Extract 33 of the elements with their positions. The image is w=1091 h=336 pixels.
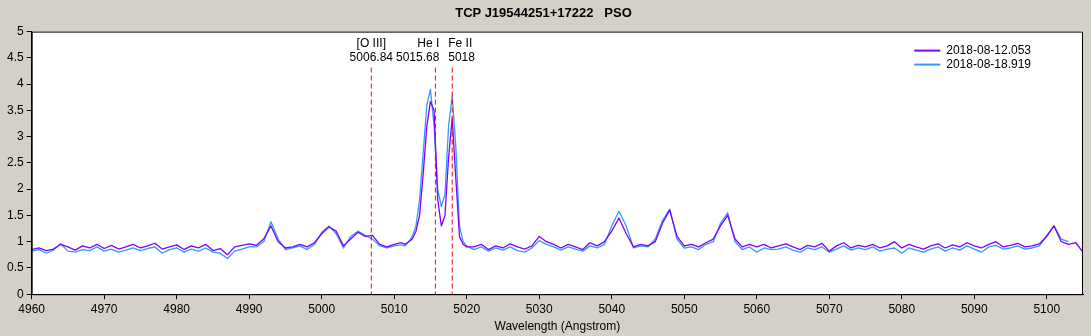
x-tick-label: 5100 bbox=[1033, 301, 1061, 316]
y-tick-label: 3.5 bbox=[6, 102, 24, 117]
x-axis-title: Wavelength (Angstrom) bbox=[494, 319, 621, 334]
y-tick-label: 1.5 bbox=[6, 207, 24, 222]
y-tick-label: 4.5 bbox=[6, 50, 24, 65]
y-tick-label: 0 bbox=[16, 286, 24, 301]
y-tick-label: 2 bbox=[16, 181, 24, 196]
x-tick-label: 4990 bbox=[235, 301, 263, 316]
x-tick-label: 5070 bbox=[815, 301, 843, 316]
x-tick-label: 5090 bbox=[960, 301, 988, 316]
x-tick-label: 4970 bbox=[90, 301, 118, 316]
x-tick-label: 5020 bbox=[453, 301, 481, 316]
y-tick-label: 0.5 bbox=[6, 260, 24, 275]
ref-line-label: [O III] 5006.84 bbox=[349, 35, 394, 64]
legend-label: 2018-08-12.053 bbox=[946, 42, 1032, 57]
legend-label: 2018-08-18.919 bbox=[946, 56, 1032, 71]
x-tick-label: 5080 bbox=[888, 301, 916, 316]
y-tick-label: 2.5 bbox=[6, 155, 24, 170]
y-tick-label: 4 bbox=[16, 76, 24, 91]
y-tick-label: 1 bbox=[16, 233, 24, 248]
x-tick-label: 5030 bbox=[525, 301, 553, 316]
y-tick-label: 3 bbox=[16, 128, 24, 143]
chart-title: TCP J19544251+17222 PSO bbox=[455, 5, 632, 21]
x-tick-label: 5060 bbox=[743, 301, 771, 316]
x-tick-label: 5010 bbox=[380, 301, 408, 316]
x-tick-label: 4980 bbox=[163, 301, 191, 316]
x-tick-label: 5040 bbox=[598, 301, 626, 316]
y-tick-label: 5 bbox=[16, 23, 24, 38]
ref-line-label: Fe II 5018 bbox=[448, 35, 476, 64]
ref-line-label: He I 5015.68 bbox=[396, 35, 440, 64]
x-tick-label: 4960 bbox=[18, 301, 46, 316]
x-tick-label: 5000 bbox=[308, 301, 336, 316]
x-tick-label: 5050 bbox=[670, 301, 698, 316]
